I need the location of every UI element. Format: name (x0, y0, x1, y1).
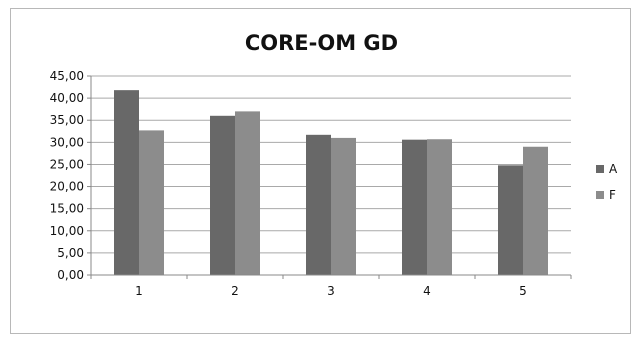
bars (114, 90, 548, 275)
legend-label-A: A (609, 162, 618, 176)
x-tick-label: 2 (231, 284, 239, 298)
bar-F-2 (235, 111, 260, 275)
legend-swatch-F (596, 191, 604, 199)
bar-F-3 (331, 137, 356, 275)
legend: AF (596, 162, 618, 202)
chart-title: CORE-OM GD (244, 31, 399, 55)
bar-F-4 (427, 139, 452, 275)
y-tick-label: 45,00 (50, 69, 84, 83)
y-tick-label: 15,00 (50, 202, 84, 216)
x-tick-label: 5 (519, 284, 527, 298)
bar-A-3 (306, 134, 331, 275)
y-tick-label: 5,00 (57, 246, 84, 260)
bar-F-1 (139, 130, 164, 275)
bar-F-5 (523, 146, 548, 275)
x-tick-label: 4 (423, 284, 431, 298)
y-tick-label: 20,00 (50, 180, 84, 194)
y-tick-label: 35,00 (50, 113, 84, 127)
chart-frame: CORE-OM GD 0,00 5,00 10,00 15,00 20,00 25,00 3… (10, 8, 631, 334)
y-tick-label: 25,00 (50, 157, 84, 171)
bar-A-4 (402, 139, 427, 275)
axes: 0,00 5,00 10,00 15,00 20,00 25,00 30,00 35,00 40… (50, 69, 572, 298)
legend-label-F: F (609, 188, 616, 202)
x-tick-label: 1 (135, 284, 143, 298)
y-tick-label: 30,00 (50, 135, 84, 149)
bar-A-5 (498, 165, 523, 275)
legend-swatch-A (596, 165, 604, 173)
x-tick-label: 3 (327, 284, 335, 298)
y-tick-label: 10,00 (50, 224, 84, 238)
bar-A-2 (210, 115, 235, 275)
y-tick-label: 0,00 (57, 268, 84, 282)
bar-chart: 0,00 5,00 10,00 15,00 20,00 25,00 30,00 35,00 40… (50, 69, 618, 298)
y-tick-label: 40,00 (50, 91, 84, 105)
bar-A-1 (114, 90, 139, 275)
